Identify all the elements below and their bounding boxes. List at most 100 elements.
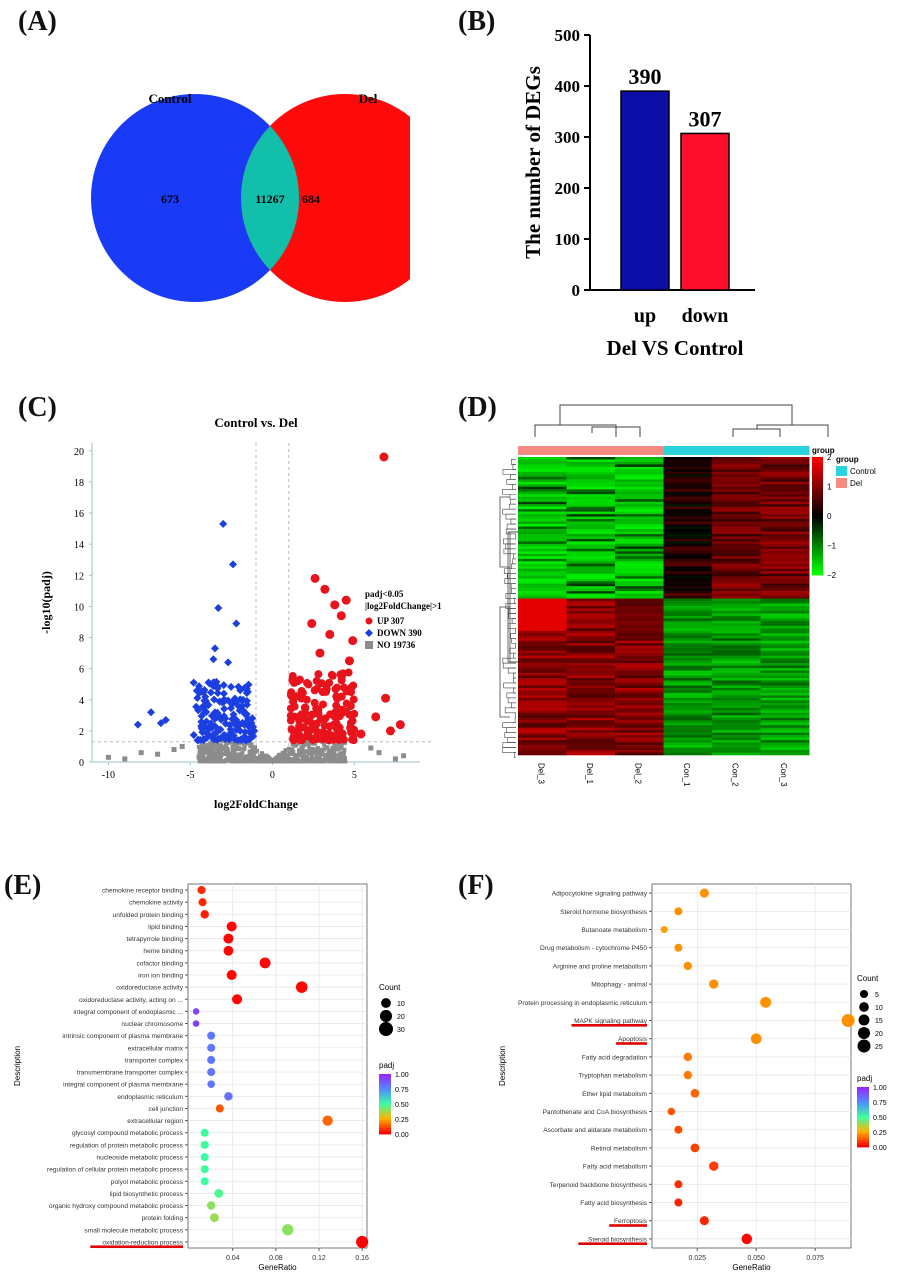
heatmap-cell bbox=[760, 615, 810, 619]
size-legend-label: 10 bbox=[397, 1001, 405, 1008]
size-legend-label: 10 bbox=[875, 1005, 883, 1012]
heatmap-cell bbox=[760, 680, 810, 684]
heatmap-cell bbox=[566, 727, 616, 731]
heatmap-cell bbox=[518, 533, 567, 537]
colorbar-segment bbox=[812, 551, 823, 555]
heatmap-cell bbox=[663, 531, 713, 535]
color-legend-segment bbox=[857, 1127, 869, 1130]
heatmap-cell bbox=[663, 581, 713, 584]
heatmap-cell bbox=[566, 623, 616, 627]
heatmap-cell bbox=[663, 633, 713, 637]
heatmap-cell bbox=[615, 680, 664, 684]
point-no bbox=[290, 747, 295, 752]
heatmap-cell bbox=[615, 668, 664, 671]
heatmap-cell bbox=[712, 499, 761, 502]
point-up bbox=[312, 676, 321, 685]
term-label: small molecule metabolic process bbox=[84, 1227, 183, 1234]
point-up bbox=[302, 695, 311, 704]
heatmap-cell bbox=[518, 603, 567, 607]
point-up bbox=[307, 619, 317, 629]
term-label: heme binding bbox=[143, 948, 183, 955]
heatmap-cell bbox=[712, 514, 761, 517]
heatmap-cell bbox=[663, 705, 713, 709]
point-no bbox=[280, 758, 285, 763]
heatmap-cell bbox=[712, 653, 761, 656]
point-down bbox=[242, 684, 251, 693]
heatmap-cell bbox=[712, 665, 761, 669]
row-dendrogram bbox=[502, 662, 516, 669]
heatmap-cell bbox=[518, 593, 567, 597]
point-no bbox=[376, 750, 382, 756]
heatmap-cell bbox=[712, 586, 761, 589]
heatmap-cell bbox=[712, 700, 761, 704]
heatmap-cell bbox=[518, 586, 567, 589]
heatmap-cell bbox=[518, 461, 567, 465]
point-down bbox=[194, 735, 203, 744]
group-bar-del bbox=[566, 446, 616, 455]
point-no bbox=[221, 745, 226, 750]
term-label: polyol metabolic process bbox=[111, 1179, 184, 1186]
point-down bbox=[199, 735, 208, 744]
term-label: transporter complex bbox=[125, 1057, 184, 1064]
heatmap-cell bbox=[712, 591, 761, 594]
point-down bbox=[226, 728, 235, 737]
colorbar-segment bbox=[812, 521, 823, 526]
heatmap-cell bbox=[566, 670, 616, 674]
heatmap-cell bbox=[712, 742, 761, 746]
heatmap-cell bbox=[566, 521, 616, 525]
point-up bbox=[356, 729, 366, 739]
heatmap-cell bbox=[760, 519, 810, 522]
color-legend-segment bbox=[379, 1130, 391, 1133]
heatmap-cell bbox=[615, 538, 664, 542]
heatmap-cell bbox=[566, 479, 616, 483]
heatmap-cell bbox=[663, 737, 713, 741]
term-dot bbox=[356, 1235, 369, 1249]
point-no bbox=[326, 751, 331, 756]
color-legend-segment bbox=[379, 1076, 391, 1079]
color-legend-segment bbox=[379, 1102, 391, 1105]
point-up bbox=[325, 678, 334, 687]
heatmap-cell bbox=[712, 526, 761, 530]
heatmap-cell bbox=[712, 489, 761, 493]
x-tick-label: 5 bbox=[352, 770, 357, 781]
point-no bbox=[341, 754, 346, 759]
heatmap-cell bbox=[518, 543, 567, 547]
point-no bbox=[330, 749, 335, 754]
venn-circle-control bbox=[91, 94, 299, 302]
point-down bbox=[193, 693, 202, 702]
heatmap-cell bbox=[518, 660, 567, 664]
heatmap-cell bbox=[518, 606, 567, 609]
heatmap-cell bbox=[760, 509, 810, 512]
colorbar-segment bbox=[812, 539, 823, 543]
legend-marker-up bbox=[365, 617, 373, 625]
color-legend-segment bbox=[857, 1121, 869, 1124]
heatmap-cell bbox=[518, 697, 567, 701]
heatmap-cell bbox=[663, 591, 713, 594]
heatmap-cell bbox=[518, 591, 567, 594]
heatmap-cell bbox=[566, 531, 616, 535]
point-up bbox=[333, 683, 342, 692]
size-legend-dot bbox=[857, 1039, 871, 1053]
heatmap-cell bbox=[566, 625, 616, 629]
heatmap-cell bbox=[518, 695, 567, 699]
color-legend-segment bbox=[857, 1145, 869, 1148]
heatmap-cell bbox=[712, 509, 761, 512]
color-legend-segment bbox=[379, 1106, 391, 1109]
point-no bbox=[258, 753, 263, 758]
heatmap-cell bbox=[712, 717, 761, 721]
point-down bbox=[202, 707, 211, 716]
term-dot bbox=[667, 1107, 676, 1116]
heatmap-cell bbox=[712, 690, 761, 694]
point-down bbox=[219, 681, 228, 690]
color-legend-label: 0.00 bbox=[873, 1145, 887, 1152]
point-down bbox=[216, 725, 225, 734]
point-no bbox=[284, 756, 289, 761]
heatmap-cell bbox=[566, 720, 616, 724]
heatmap-cell bbox=[663, 628, 713, 632]
heatmap-cell bbox=[518, 653, 567, 656]
heatmap-cell bbox=[760, 608, 810, 612]
venn-count-overlap: 11267 bbox=[255, 192, 284, 206]
heatmap-cell bbox=[760, 645, 810, 649]
heatmap-cell bbox=[760, 722, 810, 726]
heatmap-cell bbox=[615, 670, 664, 674]
